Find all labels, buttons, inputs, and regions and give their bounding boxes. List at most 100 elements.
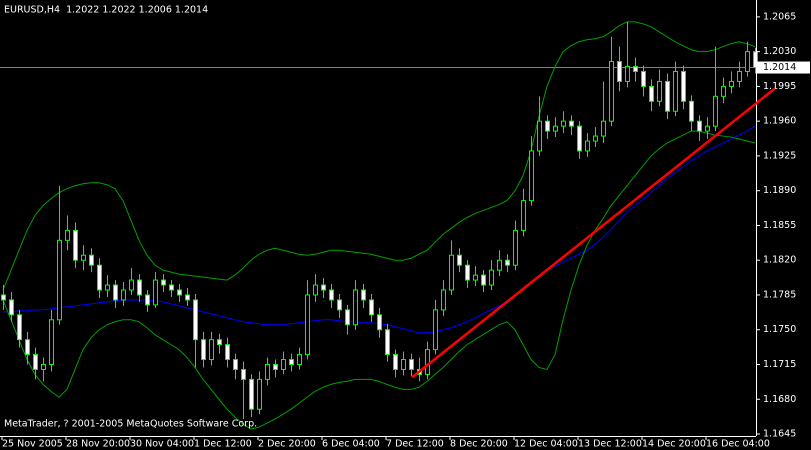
candle-body — [545, 120, 550, 132]
trendline — [411, 87, 776, 379]
candle-body — [209, 339, 214, 361]
y-tick-label: 1.1960 — [763, 116, 796, 127]
y-tick-label: 1.2065 — [763, 11, 796, 22]
candle-body — [369, 299, 374, 316]
candle-body — [705, 125, 710, 132]
candle-body — [65, 229, 70, 241]
y-tick-label: 1.1820 — [763, 255, 796, 266]
candle-body — [97, 264, 102, 291]
candle-body — [225, 344, 230, 361]
candle-body — [521, 200, 526, 231]
candle-body — [249, 378, 254, 410]
candle-body — [161, 279, 166, 286]
candle-body — [601, 120, 606, 137]
candle-body — [425, 349, 430, 375]
candle-body — [617, 61, 622, 82]
candle-body — [665, 80, 670, 112]
x-tick-label: 2 Dec 20:00 — [258, 439, 316, 450]
candle-body — [57, 239, 62, 321]
indicator-line — [2, 130, 756, 430]
candle-body — [513, 229, 518, 266]
candle-body — [697, 120, 702, 132]
candle-body — [537, 120, 542, 152]
candle-body — [649, 85, 654, 102]
y-tick-label: 1.1645 — [763, 429, 796, 440]
y-tick-label: 1.1785 — [763, 289, 796, 300]
indicator-line — [2, 21, 756, 291]
candle-body — [185, 294, 190, 301]
x-tick-label: 16 Dec 04:00 — [706, 439, 770, 450]
candle-body — [441, 289, 446, 311]
candle-body — [737, 71, 742, 82]
candle-body — [433, 309, 438, 351]
candle-body — [297, 354, 302, 365]
candle-body — [81, 254, 86, 261]
candle-body — [681, 71, 686, 102]
candle-body — [321, 284, 326, 291]
candle-body — [641, 71, 646, 87]
candle-body — [625, 66, 630, 82]
candle-body — [241, 368, 246, 380]
candle-body — [313, 284, 318, 296]
candle-body — [177, 289, 182, 296]
candle-body — [169, 284, 174, 291]
x-tick-label: 14 Dec 20:00 — [642, 439, 706, 450]
candle-body — [345, 309, 350, 326]
candle-body — [561, 120, 566, 127]
candle-body — [73, 229, 78, 261]
candle-body — [33, 354, 38, 370]
candle-body — [49, 319, 54, 365]
candle-body — [273, 363, 278, 370]
candle-body — [201, 339, 206, 361]
candle-body — [593, 135, 598, 142]
y-tick-label: 1.1750 — [763, 324, 796, 335]
candle-body — [193, 299, 198, 341]
candle-body — [409, 359, 414, 370]
candle-body — [609, 61, 614, 122]
x-tick-label: 1 Dec 12:00 — [194, 439, 252, 450]
candle-body — [497, 259, 502, 271]
y-tick-label: 1.1855 — [763, 220, 796, 231]
candle-body — [121, 289, 126, 301]
candle-body — [753, 51, 758, 69]
candle-body — [721, 85, 726, 97]
candle-body — [137, 279, 142, 296]
candle-body — [449, 254, 454, 291]
candle-body — [385, 329, 390, 356]
candle-body — [577, 125, 582, 152]
x-tick-label: 25 Nov 2005 — [2, 439, 63, 450]
candle-body — [361, 289, 366, 301]
candle-body — [113, 284, 118, 301]
candle-body — [289, 359, 294, 365]
candle-body — [393, 354, 398, 370]
candle-body — [153, 279, 158, 306]
candle-body — [145, 294, 150, 306]
candle-body — [305, 294, 310, 356]
candle-body — [337, 299, 342, 311]
candle-body — [129, 279, 134, 291]
candle-body — [217, 339, 222, 346]
price-tag-label: 1.2014 — [763, 62, 796, 73]
y-tick-label: 1.1680 — [763, 394, 796, 405]
candle-body — [265, 363, 270, 380]
candle-body — [489, 269, 494, 286]
candle-body — [457, 254, 462, 266]
candle-body — [553, 125, 558, 132]
candle-body — [713, 95, 718, 127]
plot-area — [0, 21, 758, 430]
y-tick-label: 1.2030 — [763, 46, 796, 57]
candle-body — [585, 140, 590, 152]
candle-body — [353, 289, 358, 326]
x-tick-label: 28 Nov 20:00 — [66, 439, 130, 450]
y-tick-label: 1.1995 — [763, 81, 796, 92]
candle-body — [281, 359, 286, 370]
candle-body — [1, 294, 6, 301]
candle-body — [41, 363, 46, 370]
candle-body — [745, 51, 750, 73]
candle-body — [233, 359, 238, 370]
x-tick-label: 30 Nov 04:00 — [130, 439, 194, 450]
x-tick-label: 12 Dec 04:00 — [514, 439, 578, 450]
candle-body — [569, 120, 574, 127]
